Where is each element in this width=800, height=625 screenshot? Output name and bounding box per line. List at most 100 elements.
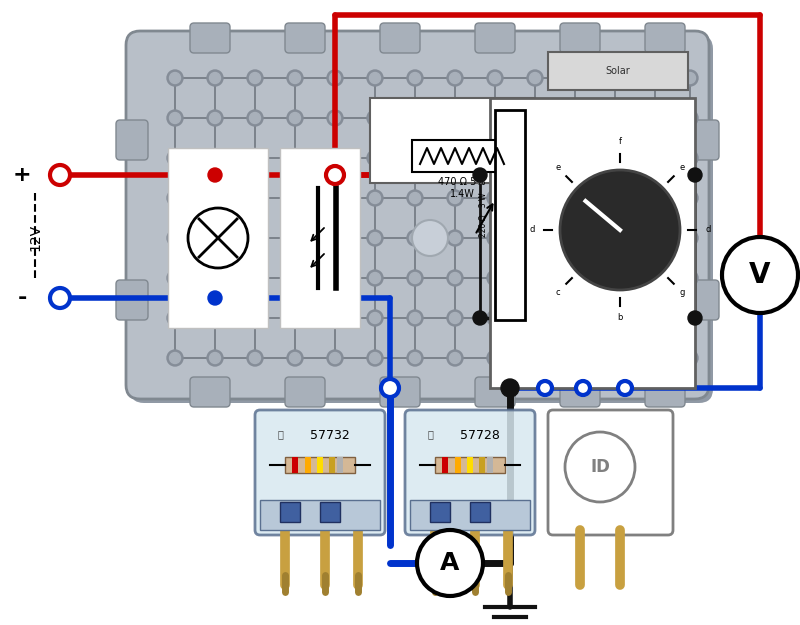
Circle shape: [607, 350, 623, 366]
Circle shape: [170, 192, 181, 204]
Circle shape: [490, 232, 501, 244]
Circle shape: [370, 192, 381, 204]
Text: d: d: [530, 226, 534, 234]
Circle shape: [650, 352, 661, 364]
Circle shape: [487, 270, 503, 286]
Circle shape: [410, 272, 421, 284]
Circle shape: [330, 312, 341, 324]
Circle shape: [447, 190, 463, 206]
Circle shape: [167, 190, 183, 206]
Text: e: e: [680, 163, 685, 172]
Circle shape: [682, 190, 698, 206]
Text: Solar: Solar: [606, 66, 630, 76]
Circle shape: [207, 270, 223, 286]
Circle shape: [327, 350, 343, 366]
Circle shape: [450, 232, 461, 244]
Circle shape: [170, 232, 181, 244]
Text: c: c: [555, 288, 560, 297]
Circle shape: [527, 350, 543, 366]
Circle shape: [530, 312, 541, 324]
Circle shape: [290, 232, 301, 244]
Circle shape: [490, 112, 501, 124]
Circle shape: [610, 152, 621, 164]
Circle shape: [527, 310, 543, 326]
FancyBboxPatch shape: [405, 410, 535, 535]
Circle shape: [50, 165, 70, 185]
Circle shape: [610, 112, 621, 124]
Circle shape: [287, 350, 303, 366]
Circle shape: [487, 190, 503, 206]
Circle shape: [407, 310, 423, 326]
Circle shape: [610, 272, 621, 284]
Circle shape: [576, 381, 590, 395]
Circle shape: [570, 352, 581, 364]
Circle shape: [567, 270, 583, 286]
Circle shape: [370, 112, 381, 124]
Circle shape: [527, 110, 543, 126]
Circle shape: [330, 152, 341, 164]
FancyBboxPatch shape: [380, 377, 420, 407]
FancyBboxPatch shape: [645, 377, 685, 407]
FancyBboxPatch shape: [116, 280, 148, 320]
Circle shape: [685, 232, 695, 244]
Circle shape: [570, 232, 581, 244]
Circle shape: [450, 112, 461, 124]
Circle shape: [447, 350, 463, 366]
FancyBboxPatch shape: [285, 377, 325, 407]
Circle shape: [170, 112, 181, 124]
Circle shape: [290, 112, 301, 124]
Circle shape: [210, 192, 221, 204]
Circle shape: [685, 192, 695, 204]
Bar: [280, 148, 360, 328]
Circle shape: [682, 150, 698, 166]
Circle shape: [207, 190, 223, 206]
Circle shape: [247, 350, 263, 366]
Circle shape: [650, 112, 661, 124]
Circle shape: [487, 150, 503, 166]
Circle shape: [650, 72, 661, 84]
Text: V: V: [750, 261, 770, 289]
Circle shape: [167, 70, 183, 86]
Circle shape: [250, 352, 261, 364]
Circle shape: [167, 350, 183, 366]
Text: -: -: [18, 288, 26, 308]
Circle shape: [170, 272, 181, 284]
Bar: [410, 500, 530, 530]
FancyBboxPatch shape: [548, 410, 673, 535]
Circle shape: [330, 272, 341, 284]
Circle shape: [210, 352, 221, 364]
Bar: [329, 457, 335, 473]
Circle shape: [247, 190, 263, 206]
Circle shape: [327, 270, 343, 286]
Bar: [490, 98, 695, 388]
Circle shape: [490, 352, 501, 364]
Circle shape: [447, 310, 463, 326]
Circle shape: [567, 310, 583, 326]
Circle shape: [290, 192, 301, 204]
Bar: [305, 457, 311, 473]
Circle shape: [170, 152, 181, 164]
Circle shape: [607, 70, 623, 86]
Circle shape: [210, 72, 221, 84]
Circle shape: [170, 312, 181, 324]
Bar: [467, 457, 473, 473]
Circle shape: [487, 110, 503, 126]
Circle shape: [367, 310, 383, 326]
Circle shape: [490, 272, 501, 284]
Circle shape: [682, 70, 698, 86]
Circle shape: [207, 70, 223, 86]
Bar: [442, 457, 448, 473]
Circle shape: [170, 72, 181, 84]
Circle shape: [450, 192, 461, 204]
FancyBboxPatch shape: [126, 31, 709, 399]
Circle shape: [487, 70, 503, 86]
Circle shape: [367, 110, 383, 126]
Circle shape: [447, 70, 463, 86]
Circle shape: [610, 232, 621, 244]
Circle shape: [367, 190, 383, 206]
Circle shape: [567, 70, 583, 86]
Circle shape: [290, 152, 301, 164]
Bar: [370, 98, 535, 183]
Circle shape: [501, 379, 519, 397]
Circle shape: [530, 352, 541, 364]
